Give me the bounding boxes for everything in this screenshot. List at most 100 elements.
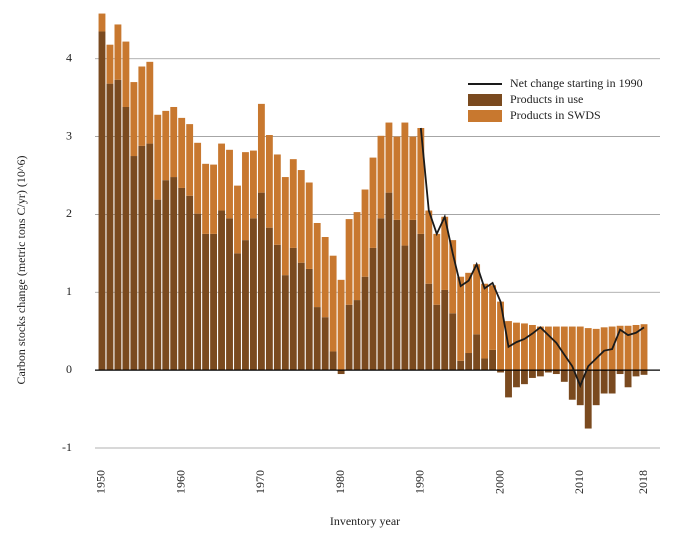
bar [345, 304, 353, 371]
bar [584, 328, 592, 371]
line [419, 127, 645, 389]
bar [465, 353, 473, 371]
bar [457, 276, 465, 361]
bar [202, 233, 210, 371]
bar [130, 82, 138, 157]
bar [353, 212, 361, 301]
bar [624, 325, 632, 371]
legend-label: Products in use [510, 92, 583, 106]
bar [536, 370, 544, 377]
bar [544, 370, 552, 373]
bar [584, 370, 592, 429]
bar [433, 233, 441, 305]
x-tick-label: 2000 [492, 470, 506, 494]
bar [608, 370, 616, 394]
bar [265, 135, 273, 228]
bar [576, 326, 584, 371]
bar [513, 322, 520, 371]
bar [297, 262, 305, 371]
bar [210, 233, 218, 371]
bar [433, 304, 441, 371]
bar [481, 358, 489, 371]
bar [513, 370, 520, 388]
bar [226, 218, 233, 371]
y-axis-title: Carbon stocks change (metric tons C/yr) … [14, 156, 28, 385]
bar [425, 283, 433, 371]
bar [457, 360, 465, 371]
bar [632, 370, 640, 377]
bar [234, 253, 241, 371]
bar [289, 159, 297, 248]
bar [265, 227, 273, 371]
bar [528, 370, 536, 378]
bar [361, 276, 369, 371]
bar [289, 247, 297, 371]
legend-swatch [468, 110, 502, 122]
bar [409, 136, 417, 220]
bar [321, 317, 329, 371]
bar [393, 219, 401, 371]
bar [489, 349, 496, 371]
bar [528, 324, 536, 371]
bar [122, 106, 130, 371]
bar [186, 124, 194, 196]
bar [385, 122, 393, 193]
bar [297, 170, 305, 263]
bar [345, 219, 353, 305]
bar [481, 283, 489, 359]
bar [178, 117, 186, 188]
bar [218, 210, 225, 371]
bar [353, 300, 361, 371]
bar [497, 370, 504, 373]
bar [146, 61, 154, 144]
bar [114, 24, 122, 80]
bar [234, 185, 241, 254]
bar [305, 182, 313, 269]
bar [154, 199, 162, 371]
bar [640, 370, 648, 375]
bar [250, 218, 257, 371]
bar [568, 326, 576, 371]
bar [473, 264, 481, 335]
bar [257, 103, 265, 193]
bar [393, 136, 401, 220]
bar [465, 272, 473, 354]
bar [377, 218, 385, 371]
bar [640, 324, 648, 371]
bar [552, 326, 560, 371]
bar [385, 192, 393, 371]
x-tick-label: 1980 [333, 470, 347, 494]
bar [560, 326, 568, 371]
bar [369, 157, 377, 248]
bar [178, 187, 186, 371]
bar [560, 370, 568, 382]
bar [497, 301, 504, 371]
bar [218, 143, 225, 211]
bar [226, 149, 233, 219]
bar [377, 135, 385, 219]
bar [162, 180, 170, 371]
bar [162, 110, 170, 181]
bar [600, 370, 608, 394]
bar [313, 307, 321, 371]
bar [122, 41, 130, 107]
bar [250, 150, 257, 219]
x-tick-label: 2018 [636, 470, 650, 494]
bar [568, 370, 576, 400]
bar [521, 323, 528, 371]
bar [417, 233, 425, 371]
bar [257, 192, 265, 371]
bar [417, 128, 425, 234]
bar [313, 222, 321, 308]
bar [592, 370, 600, 406]
bar [536, 326, 544, 371]
bar [154, 114, 162, 200]
bar [425, 210, 433, 284]
bar [441, 289, 449, 371]
bar [106, 83, 114, 371]
bar [281, 275, 289, 371]
bar [138, 66, 146, 146]
bar [202, 163, 210, 234]
bar [98, 31, 106, 371]
bar [170, 106, 178, 178]
